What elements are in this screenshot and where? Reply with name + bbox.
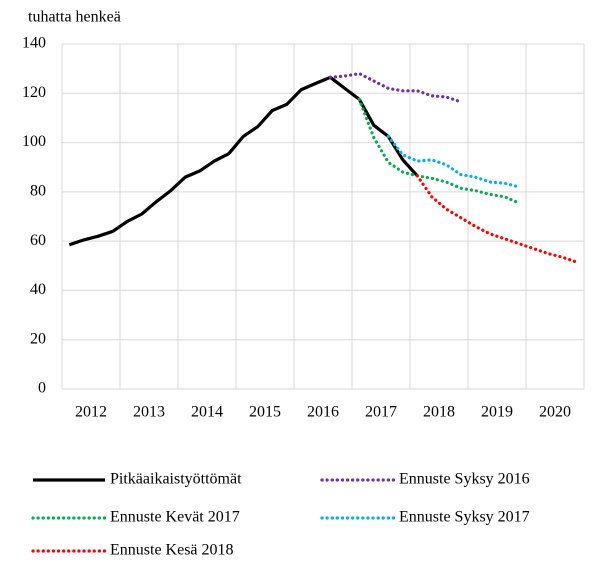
series-line xyxy=(386,134,521,189)
x-tick-label: 2018 xyxy=(423,404,455,421)
legend-label: Ennuste Syksy 2016 xyxy=(399,471,530,488)
y-tick-label: 140 xyxy=(22,35,46,52)
y-tick-label: 20 xyxy=(30,330,46,347)
legend-label: Ennuste Kevät 2017 xyxy=(110,509,240,526)
legend-label: Pitkäaikaistyöttömät xyxy=(110,471,242,488)
legend-label: Ennuste Kesä 2018 xyxy=(110,542,234,559)
x-tick-label: 2020 xyxy=(539,404,571,421)
y-tick-label: 40 xyxy=(30,281,46,298)
y-tick-label: 100 xyxy=(22,133,46,150)
x-tick-label: 2019 xyxy=(481,404,513,421)
legend-label: Ennuste Syksy 2017 xyxy=(399,509,530,526)
y-tick-label: 80 xyxy=(30,183,46,200)
y-axis-title: tuhatta henkeä xyxy=(28,9,121,26)
y-tick-label: 0 xyxy=(38,380,46,397)
series-line xyxy=(328,71,463,104)
series-line xyxy=(68,75,419,247)
x-tick-label: 2014 xyxy=(191,404,223,421)
y-tick-label: 60 xyxy=(30,232,46,249)
y-tick-label: 120 xyxy=(22,84,46,101)
x-tick-label: 2016 xyxy=(307,404,339,421)
series-line xyxy=(415,174,579,264)
x-tick-label: 2017 xyxy=(365,404,397,421)
x-tick-label: 2012 xyxy=(75,404,107,421)
x-tick-label: 2013 xyxy=(133,404,165,421)
x-tick-label: 2015 xyxy=(249,404,281,421)
series-line xyxy=(357,97,521,205)
